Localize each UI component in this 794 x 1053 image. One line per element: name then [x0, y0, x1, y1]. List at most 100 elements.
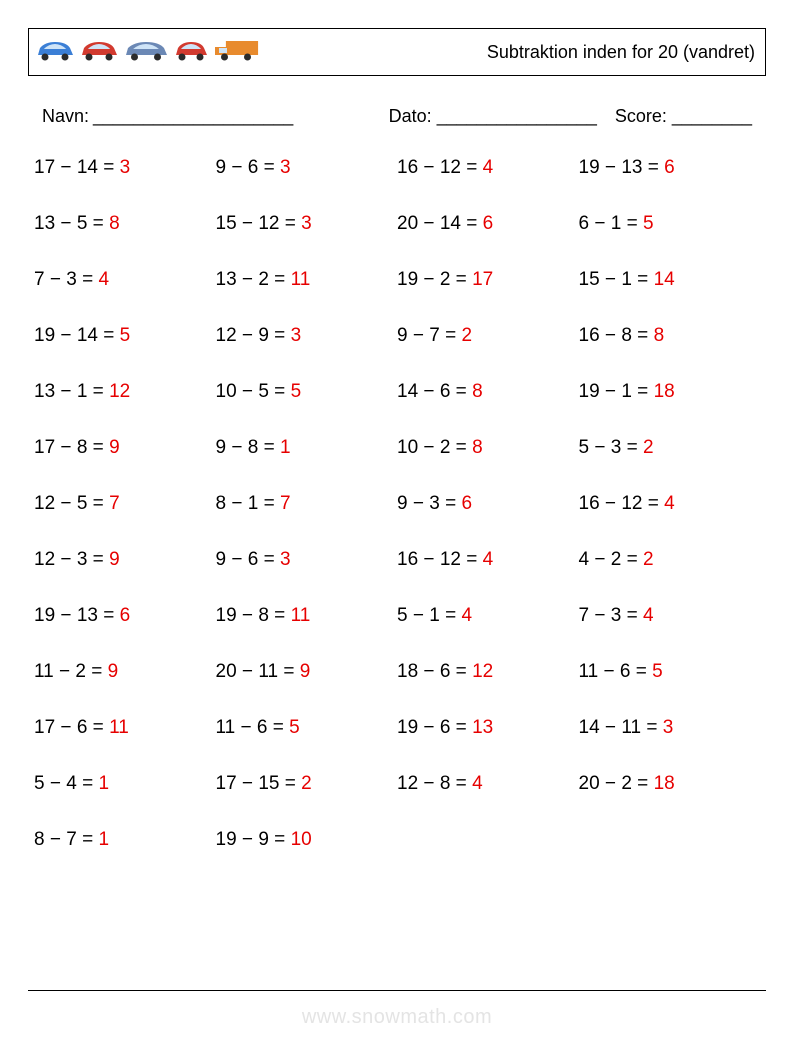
operand-b: 1: [621, 381, 632, 402]
operand-a: 18: [397, 661, 418, 682]
minus-sign: −: [413, 325, 424, 346]
equals-sign: =: [93, 717, 104, 738]
operand-a: 11: [579, 661, 599, 682]
minus-sign: −: [423, 381, 434, 402]
problem: 17 − 8 = 9: [34, 437, 216, 459]
truck-box-orange-icon: [213, 39, 259, 66]
minus-sign: −: [594, 437, 605, 458]
name-label: Navn:: [42, 106, 89, 127]
operand-b: 8: [440, 773, 451, 794]
operand-b: 2: [258, 269, 269, 290]
equals-sign: =: [274, 605, 285, 626]
operand-a: 16: [397, 549, 418, 570]
equals-sign: =: [637, 269, 648, 290]
operand-b: 7: [429, 325, 440, 346]
problem: 9 − 3 = 6: [397, 493, 579, 515]
minus-sign: −: [231, 493, 242, 514]
answer: 12: [109, 381, 130, 402]
problem: 12 − 9 = 3: [216, 325, 398, 347]
answer: 1: [99, 773, 110, 794]
problem: 5 − 1 = 4: [397, 605, 579, 627]
minus-sign: −: [60, 325, 71, 346]
operand-a: 7: [579, 605, 590, 626]
operand-a: 17: [34, 157, 55, 178]
operand-b: 6: [620, 661, 631, 682]
equals-sign: =: [264, 549, 275, 570]
minus-sign: −: [423, 717, 434, 738]
operand-b: 1: [621, 269, 632, 290]
equals-sign: =: [82, 829, 93, 850]
answer: 5: [643, 213, 654, 234]
equals-sign: =: [93, 549, 104, 570]
minus-sign: −: [413, 493, 424, 514]
minus-sign: −: [605, 717, 616, 738]
answer: 9: [300, 661, 311, 682]
operand-a: 19: [34, 325, 55, 346]
operand-b: 1: [429, 605, 440, 626]
car-hatch-red-icon: [173, 39, 209, 61]
operand-a: 10: [397, 437, 418, 458]
operand-a: 5: [397, 605, 408, 626]
answer: 17: [472, 269, 493, 290]
operand-a: 8: [216, 493, 227, 514]
operand-b: 2: [440, 437, 451, 458]
equals-sign: =: [627, 213, 638, 234]
answer: 5: [120, 325, 131, 346]
equals-sign: =: [466, 157, 477, 178]
answer: 3: [280, 157, 291, 178]
operand-a: 8: [34, 829, 45, 850]
operand-a: 19: [216, 605, 237, 626]
equals-sign: =: [456, 437, 467, 458]
equals-sign: =: [456, 661, 467, 682]
operand-a: 5: [34, 773, 45, 794]
equals-sign: =: [103, 157, 114, 178]
equals-sign: =: [466, 213, 477, 234]
equals-sign: =: [103, 325, 114, 346]
operand-a: 15: [579, 269, 600, 290]
minus-sign: −: [423, 661, 434, 682]
minus-sign: −: [423, 213, 434, 234]
answer: 4: [472, 773, 483, 794]
minus-sign: −: [423, 773, 434, 794]
problem: 9 − 6 = 3: [216, 549, 398, 571]
problem: 18 − 6 = 12: [397, 661, 579, 683]
answer: 3: [120, 157, 131, 178]
answer: 12: [472, 661, 493, 682]
operand-b: 1: [611, 213, 622, 234]
answer: 13: [472, 717, 493, 738]
equals-sign: =: [646, 717, 657, 738]
answer: 6: [120, 605, 131, 626]
operand-a: 9: [216, 549, 227, 570]
operand-b: 6: [77, 717, 88, 738]
operand-a: 12: [34, 493, 55, 514]
problem: 16 − 12 = 4: [397, 549, 579, 571]
answer: 9: [109, 437, 120, 458]
operand-a: 11: [216, 717, 236, 738]
car-sedan-blue-icon: [35, 39, 75, 61]
operand-b: 6: [440, 381, 451, 402]
operand-b: 8: [258, 605, 269, 626]
answer: 5: [652, 661, 663, 682]
operand-a: 7: [34, 269, 45, 290]
equals-sign: =: [637, 325, 648, 346]
answer: 18: [654, 773, 675, 794]
operand-b: 12: [621, 493, 642, 514]
operand-b: 12: [440, 157, 461, 178]
minus-sign: −: [604, 661, 615, 682]
equals-sign: =: [456, 381, 467, 402]
minus-sign: −: [60, 549, 71, 570]
operand-b: 11: [621, 717, 641, 738]
operand-a: 19: [579, 381, 600, 402]
minus-sign: −: [242, 605, 253, 626]
operand-a: 5: [579, 437, 590, 458]
operand-a: 12: [397, 773, 418, 794]
equals-sign: =: [636, 661, 647, 682]
footer-rule: [28, 990, 766, 991]
equals-sign: =: [91, 661, 102, 682]
problem: 16 − 12 = 4: [579, 493, 761, 515]
answer: 4: [483, 157, 494, 178]
minus-sign: −: [241, 717, 252, 738]
answer: 3: [663, 717, 674, 738]
operand-a: 20: [397, 213, 418, 234]
operand-a: 9: [397, 325, 408, 346]
